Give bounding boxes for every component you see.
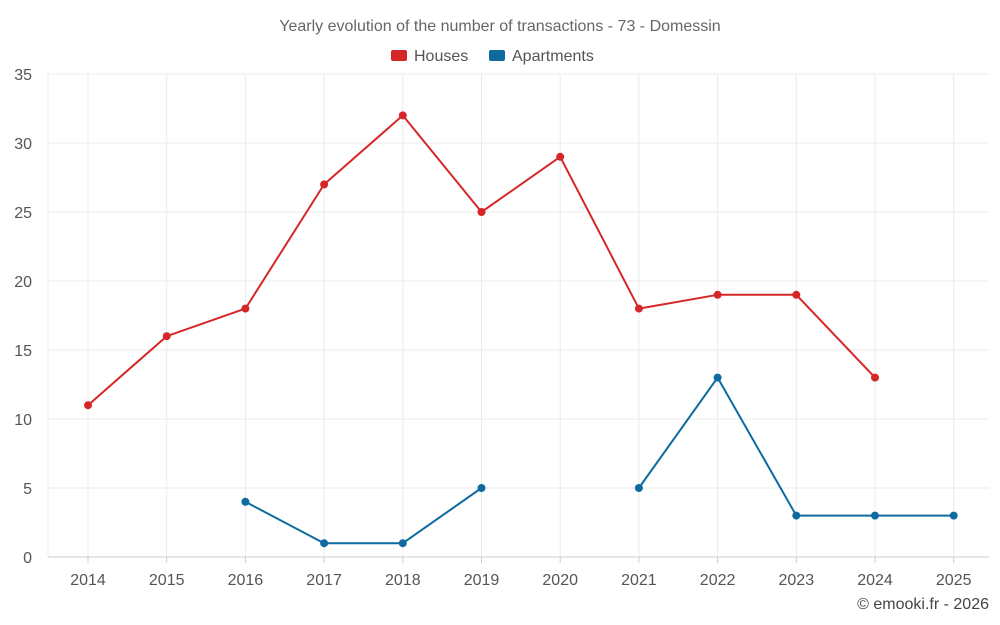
data-point-houses (477, 208, 486, 216)
data-point-houses (792, 290, 801, 299)
data-point-houses (713, 290, 722, 299)
y-tick-label: 20 (14, 274, 32, 291)
legend: Houses Apartments (391, 48, 594, 65)
legend-item-houses: Houses (391, 48, 468, 65)
data-point-houses (241, 304, 250, 313)
data-point-houses (556, 152, 565, 161)
data-point-apartments (792, 511, 801, 520)
x-tick-label: 2023 (779, 572, 815, 589)
x-tick-label: 2014 (70, 572, 106, 589)
legend-item-apartments: Apartments (489, 48, 594, 65)
data-point-apartments (320, 539, 329, 548)
x-tick-label: 2016 (228, 572, 264, 589)
data-point-houses (398, 111, 407, 120)
x-tick-label: 2022 (700, 572, 736, 589)
y-tick-label: 10 (14, 412, 32, 429)
series-houses (84, 111, 879, 410)
series-line-apartments (244, 487, 483, 545)
y-tick-label: 15 (14, 343, 32, 360)
x-tick-label: 2025 (936, 572, 972, 589)
legend-label: Houses (414, 48, 468, 65)
x-tick-label: 2017 (306, 572, 342, 589)
credit-text: © emooki.fr - 2026 (857, 596, 989, 613)
data-point-houses (320, 180, 329, 189)
data-point-apartments (477, 484, 486, 492)
legend-label: Apartments (512, 48, 594, 65)
x-tick-label: 2019 (464, 572, 500, 589)
y-tick-label: 30 (14, 136, 32, 153)
x-tick-label: 2020 (542, 572, 578, 589)
data-point-apartments (713, 373, 722, 382)
legend-swatch (391, 50, 407, 61)
chart-title: Yearly evolution of the number of transa… (279, 18, 720, 35)
x-tick-label: 2024 (857, 572, 893, 589)
x-tick-label: 2015 (149, 572, 185, 589)
data-point-houses (871, 373, 879, 382)
y-tick-label: 35 (14, 67, 32, 84)
data-point-apartments (634, 484, 643, 492)
x-axis: 2014 2015 2016 2017 2018 2019 2020 2021 2022 2023… (48, 556, 989, 589)
data-point-apartments (871, 511, 879, 520)
legend-swatch (489, 50, 505, 61)
data-point-apartments (241, 497, 250, 506)
grid-lines (47, 73, 989, 557)
data-point-houses (162, 332, 171, 341)
x-tick-label: 2018 (385, 572, 421, 589)
x-tick-label: 2021 (621, 572, 657, 589)
y-axis: 0 5 10 15 20 25 30 35 (14, 67, 32, 567)
y-tick-label: 25 (14, 205, 32, 222)
series-layer (84, 111, 958, 548)
data-point-apartments (949, 511, 958, 520)
data-point-apartments (398, 539, 407, 548)
series-apartments (241, 373, 958, 548)
y-tick-label: 5 (23, 481, 32, 498)
y-tick-label: 0 (23, 550, 32, 567)
data-point-houses (84, 401, 92, 410)
data-point-houses (634, 304, 643, 313)
